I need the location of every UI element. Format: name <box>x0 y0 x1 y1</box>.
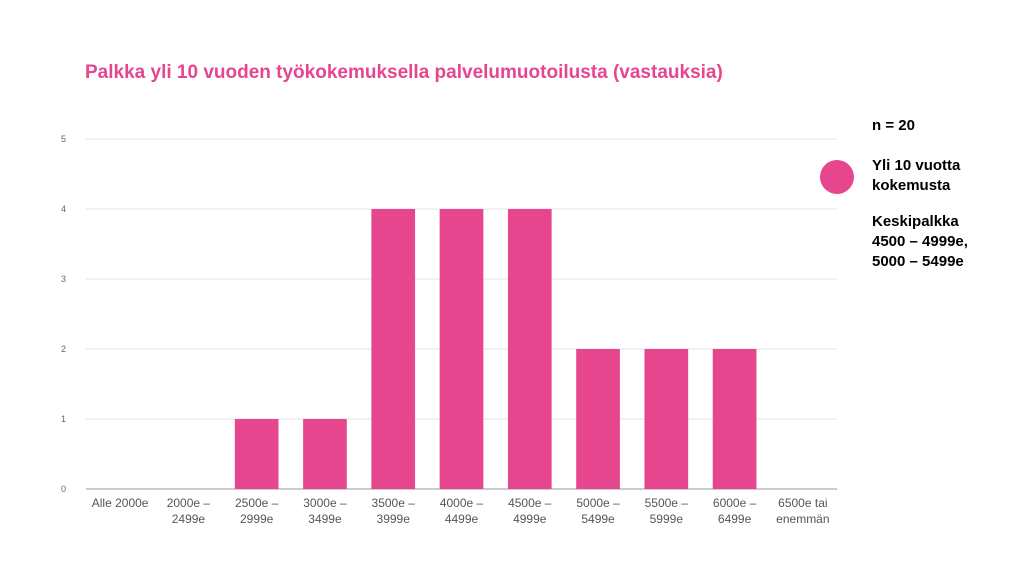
y-tick-label: 1 <box>61 414 66 424</box>
y-tick-label: 2 <box>61 344 66 354</box>
legend-label-line: kokemusta <box>872 177 951 194</box>
average-salary-line: 4500 – 4999e, <box>872 233 968 250</box>
x-tick-label: 5500e – 5999e <box>645 496 689 526</box>
x-tick-label-line: 2999e <box>240 512 274 526</box>
x-tick-label-line: 5500e – <box>645 496 689 510</box>
bar <box>439 209 484 489</box>
bar <box>644 349 689 489</box>
x-tick-label-line: Alle 2000e <box>92 496 149 510</box>
y-tick-label: 0 <box>61 484 66 494</box>
legend-label: Yli 10 vuotta kokemusta <box>872 156 960 196</box>
x-tick-label-line: 3500e – <box>372 496 416 510</box>
x-tick-label-line: 5000e – <box>576 496 620 510</box>
x-tick-label-line: 5499e <box>581 512 615 526</box>
x-tick-label: 4000e – 4499e <box>440 496 484 526</box>
average-salary-line: 5000 – 5499e <box>872 253 964 270</box>
average-salary-line: Keskipalkka <box>872 213 959 230</box>
x-tick-label-line: 5999e <box>650 512 684 526</box>
x-tick-label: 3000e – 3499e <box>303 496 347 526</box>
x-tick-label: 5000e – 5499e <box>576 496 620 526</box>
x-tick-label: 6000e – 6499e <box>713 496 757 526</box>
y-tick-label: 4 <box>61 204 66 214</box>
x-tick-label: 2500e – 2999e <box>235 496 279 526</box>
bar <box>303 419 347 489</box>
x-tick-label-line: enemmän <box>776 512 829 526</box>
average-salary-note: Keskipalkka 4500 – 4999e, 5000 – 5499e <box>872 212 968 272</box>
x-tick-label-line: 3000e – <box>303 496 347 510</box>
bar <box>507 209 552 489</box>
bar <box>371 209 416 489</box>
y-tick-label: 5 <box>61 134 66 144</box>
x-tick-label: 4500e – 4999e <box>508 496 552 526</box>
x-tick-label-line: 6500e tai <box>778 496 827 510</box>
x-tick-label-line: 6000e – <box>713 496 757 510</box>
x-tick-label: 6500e tai enemmän <box>776 496 829 526</box>
x-tick-label-line: 4500e – <box>508 496 552 510</box>
x-tick-label-line: 2000e – <box>167 496 211 510</box>
x-tick-label-line: 4499e <box>445 512 479 526</box>
bar <box>234 419 279 489</box>
x-tick-label-line: 3499e <box>308 512 342 526</box>
legend-swatch <box>820 160 854 194</box>
x-tick-label-line: 6499e <box>718 512 752 526</box>
chart-title: Palkka yli 10 vuoden työkokemuksella pal… <box>85 62 723 83</box>
x-tick-label-line: 2499e <box>172 512 206 526</box>
x-tick-label-line: 4000e – <box>440 496 484 510</box>
y-tick-label: 3 <box>61 274 66 284</box>
sample-size-label: n = 20 <box>872 117 915 134</box>
bar <box>712 349 757 489</box>
x-tick-label-line: 2500e – <box>235 496 279 510</box>
bar <box>576 349 620 489</box>
x-tick-label: 2000e – 2499e <box>167 496 211 526</box>
x-tick-label-line: 3999e <box>377 512 411 526</box>
x-tick-label: 3500e – 3999e <box>372 496 416 526</box>
x-tick-label: Alle 2000e <box>92 496 149 510</box>
x-tick-label-line: 4999e <box>513 512 547 526</box>
legend-label-line: Yli 10 vuotta <box>872 157 961 174</box>
